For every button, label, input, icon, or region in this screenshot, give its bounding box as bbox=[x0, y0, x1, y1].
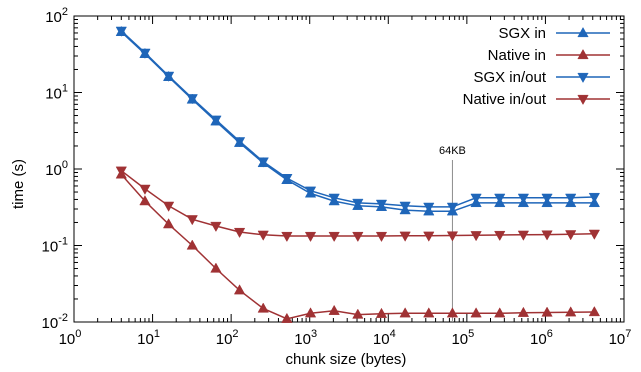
data-point-native-in-out bbox=[281, 231, 293, 243]
x-tick-label: 104 bbox=[373, 328, 396, 348]
data-point-native-in bbox=[233, 284, 246, 295]
data-point-sgx-in-out bbox=[588, 192, 601, 204]
data-point-sgx-in-out bbox=[257, 157, 269, 168]
y-tick-label: 10-1 bbox=[42, 236, 68, 256]
data-point-native-in bbox=[328, 304, 340, 315]
data-point-native-in bbox=[186, 239, 198, 250]
data-point-sgx-in-out bbox=[399, 201, 411, 212]
data-point-native-in bbox=[588, 306, 601, 317]
annotation-label: 64KB bbox=[439, 145, 466, 157]
data-point-native-in bbox=[210, 262, 222, 273]
data-point-native-in-out bbox=[210, 221, 222, 232]
data-point-native-in bbox=[304, 307, 317, 318]
data-point-native-in-out bbox=[375, 231, 388, 243]
data-point-native-in-out bbox=[541, 230, 553, 241]
data-point-native-in bbox=[375, 307, 388, 318]
data-point-sgx-in-out bbox=[115, 26, 127, 37]
data-point-native-in bbox=[494, 307, 506, 318]
data-point-native-in bbox=[541, 306, 553, 317]
data-point-native-in bbox=[517, 306, 530, 317]
data-point-sgx-in-out bbox=[494, 193, 506, 204]
data-point-native-in-out bbox=[352, 231, 364, 243]
data-point-native-in-out bbox=[139, 184, 151, 195]
data-point-native-in-out bbox=[399, 231, 411, 242]
data-point-sgx-in-out bbox=[470, 193, 482, 204]
y-tick-label: 100 bbox=[45, 159, 68, 179]
x-axis-ticks: 100 101 102 103 104 105 106 107 bbox=[59, 16, 632, 348]
data-point-native-in bbox=[352, 308, 364, 319]
x-tick-label: 106 bbox=[530, 328, 553, 348]
data-point-native-in bbox=[446, 307, 459, 318]
data-point-native-in-out bbox=[423, 231, 435, 242]
data-point-sgx-in-out bbox=[139, 48, 151, 59]
data-point-native-in-out bbox=[115, 166, 127, 177]
x-tick-label: 107 bbox=[609, 328, 632, 348]
data-point-native-in-out bbox=[565, 230, 577, 241]
data-point-sgx-in-out bbox=[517, 193, 530, 204]
data-point-native-in-out bbox=[446, 231, 459, 242]
data-point-sgx-in-out bbox=[352, 198, 364, 209]
data-point-native-in-out bbox=[517, 230, 530, 241]
data-point-native-in bbox=[565, 306, 577, 317]
y-axis-label: time (s) bbox=[10, 159, 27, 209]
data-point-sgx-in-out bbox=[304, 186, 317, 197]
data-point-native-in bbox=[423, 307, 435, 318]
data-point-sgx-in-out bbox=[446, 202, 459, 213]
data-point-native-in-out bbox=[588, 229, 601, 240]
x-tick-label: 101 bbox=[137, 328, 160, 348]
x-tick-label: 105 bbox=[451, 328, 474, 348]
data-point-sgx-in-out bbox=[186, 94, 198, 105]
data-point-sgx-in-out bbox=[162, 71, 175, 82]
data-point-sgx-in-out bbox=[423, 202, 435, 213]
legend-label-sgx-in: SGX in bbox=[498, 25, 546, 42]
data-point-sgx-in-out bbox=[565, 193, 577, 204]
data-point-native-in bbox=[139, 195, 151, 206]
data-point-sgx-in-out bbox=[210, 115, 222, 126]
data-point-native-in bbox=[281, 312, 293, 323]
data-point-native-in-out bbox=[304, 231, 317, 243]
legend: SGX in Native in SGX in/out Native in/out bbox=[463, 25, 610, 108]
x-tick-label: 100 bbox=[59, 328, 82, 348]
x-tick-label: 103 bbox=[294, 328, 317, 348]
legend-marker-native-in-out bbox=[577, 94, 589, 106]
data-point-sgx-in-out bbox=[233, 137, 246, 148]
legend-label-sgx-in-out: SGX in/out bbox=[473, 69, 546, 86]
legend-marker-sgx-in-out bbox=[577, 72, 589, 84]
data-point-native-in bbox=[257, 302, 269, 313]
data-point-native-in-out bbox=[186, 215, 198, 226]
legend-marker-sgx-in bbox=[577, 26, 589, 38]
data-point-sgx-in-out bbox=[375, 199, 388, 210]
data-point-native-in-out bbox=[470, 231, 482, 242]
data-point-sgx-in-out bbox=[281, 174, 293, 185]
legend-label-native-in: Native in bbox=[488, 47, 546, 64]
data-point-native-in bbox=[399, 307, 411, 318]
y-tick-label: 101 bbox=[45, 83, 68, 103]
y-tick-label: 102 bbox=[45, 6, 68, 26]
data-point-native-in-out bbox=[257, 230, 269, 241]
data-point-native-in-out bbox=[162, 201, 175, 212]
data-point-native-in bbox=[162, 218, 175, 229]
x-tick-label: 102 bbox=[216, 328, 239, 348]
data-point-native-in-out bbox=[328, 231, 340, 243]
legend-marker-native-in bbox=[577, 48, 589, 60]
y-tick-label: 10-2 bbox=[42, 312, 68, 332]
data-point-native-in bbox=[470, 307, 482, 318]
data-point-sgx-in-out bbox=[328, 193, 340, 204]
x-axis-label: chunk size (bytes) bbox=[286, 351, 407, 368]
y-axis-ticks: 10-2 10-1 100 101 102 bbox=[42, 6, 624, 332]
data-point-sgx-in-out bbox=[541, 193, 553, 204]
data-point-native-in-out bbox=[494, 230, 506, 242]
legend-label-native-in-out: Native in/out bbox=[463, 91, 547, 108]
series-layer bbox=[115, 25, 601, 323]
data-point-native-in-out bbox=[233, 227, 246, 239]
